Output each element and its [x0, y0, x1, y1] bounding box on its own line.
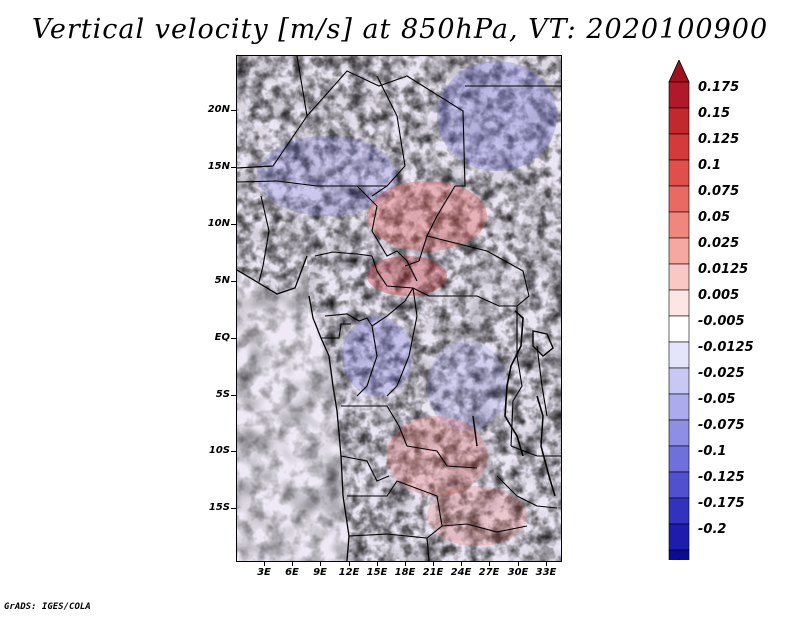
lat-label-5s: 5S [215, 389, 230, 400]
colorbar-label: 0.125 [698, 132, 740, 147]
lon-label-12e: 12E [338, 567, 360, 578]
colorbar-label: 0.175 [698, 80, 740, 95]
lon-label-24e: 24E [450, 567, 472, 578]
lat-tick [231, 395, 236, 396]
colorbar-label: 0.025 [698, 236, 740, 251]
colorbar-swatch [668, 497, 690, 525]
lon-tick [489, 562, 490, 566]
chart-title: Vertical velocity [m/s] at 850hPa, VT: 2… [31, 14, 769, 45]
lon-label-30e: 30E [507, 567, 529, 578]
colorbar-swatch [668, 341, 690, 369]
lon-tick [264, 562, 265, 566]
lat-label-10s: 10S [208, 445, 230, 456]
lon-label-33e: 33E [535, 567, 557, 578]
colorbar-swatch [668, 289, 690, 317]
colorbar-label: -0.05 [698, 392, 736, 407]
colorbar-swatch [668, 471, 690, 499]
colorbar-label: 0.0125 [698, 262, 749, 277]
colorbar-swatch [668, 549, 690, 560]
lat-label-15n: 15N [207, 161, 230, 172]
colorbar-swatch [668, 107, 690, 135]
colorbar-label: -0.175 [698, 496, 745, 511]
country-borders [237, 56, 561, 561]
colorbar-arrow-top [668, 60, 690, 83]
colorbar-swatch [668, 419, 690, 447]
lat-tick [231, 281, 236, 282]
colorbar-label: 0.05 [698, 210, 731, 225]
lon-tick [461, 562, 462, 566]
lat-tick [231, 508, 236, 509]
colorbar-swatch [668, 315, 690, 343]
colorbar-label: -0.005 [698, 314, 745, 329]
lat-label-5n: 5N [214, 275, 230, 286]
lon-label-21e: 21E [422, 567, 444, 578]
colorbar-label: -0.2 [698, 522, 727, 537]
colorbar [668, 60, 690, 560]
lat-tick [231, 167, 236, 168]
colorbar-label: 0.075 [698, 184, 740, 199]
colorbar-swatch [668, 133, 690, 161]
grads-credit: GrADS: IGES/COLA [4, 602, 91, 612]
colorbar-swatch [668, 237, 690, 265]
lat-label-20n: 20N [207, 104, 230, 115]
colorbar-label: -0.125 [698, 470, 745, 485]
colorbar-swatch [668, 445, 690, 473]
lon-label-15e: 15E [366, 567, 388, 578]
lon-label-18e: 18E [394, 567, 416, 578]
lon-tick [546, 562, 547, 566]
lat-tick [231, 338, 236, 339]
colorbar-label: -0.025 [698, 366, 745, 381]
colorbar-swatch [668, 263, 690, 291]
colorbar-label: 0.1 [698, 158, 722, 173]
lon-label-3e: 3E [257, 567, 271, 578]
velocity-field [237, 56, 561, 561]
lon-tick [405, 562, 406, 566]
lon-tick [320, 562, 321, 566]
lat-label-15s: 15S [208, 502, 230, 513]
colorbar-swatch [668, 523, 690, 551]
colorbar-swatch [668, 367, 690, 395]
lat-tick [231, 224, 236, 225]
colorbar-label: -0.075 [698, 418, 745, 433]
colorbar-swatch [668, 185, 690, 213]
colorbar-swatch [668, 393, 690, 421]
lon-tick [377, 562, 378, 566]
lon-label-27e: 27E [478, 567, 500, 578]
colorbar-label: 0.15 [698, 106, 731, 121]
lon-label-9e: 9E [313, 567, 327, 578]
colorbar-label: -0.1 [698, 444, 727, 459]
lat-label-10n: 10N [207, 218, 230, 229]
lon-tick [292, 562, 293, 566]
lon-label-6e: 6E [285, 567, 299, 578]
colorbar-swatch [668, 159, 690, 187]
colorbar-swatch [668, 81, 690, 109]
lon-tick [349, 562, 350, 566]
colorbar-label: -0.0125 [698, 340, 754, 355]
lat-tick [231, 110, 236, 111]
lat-tick [231, 451, 236, 452]
vertical-velocity-map [236, 55, 562, 562]
colorbar-label: 0.005 [698, 288, 740, 303]
lon-tick [518, 562, 519, 566]
lat-label-eq: EQ [214, 332, 230, 343]
lon-tick [433, 562, 434, 566]
colorbar-swatch [668, 211, 690, 239]
